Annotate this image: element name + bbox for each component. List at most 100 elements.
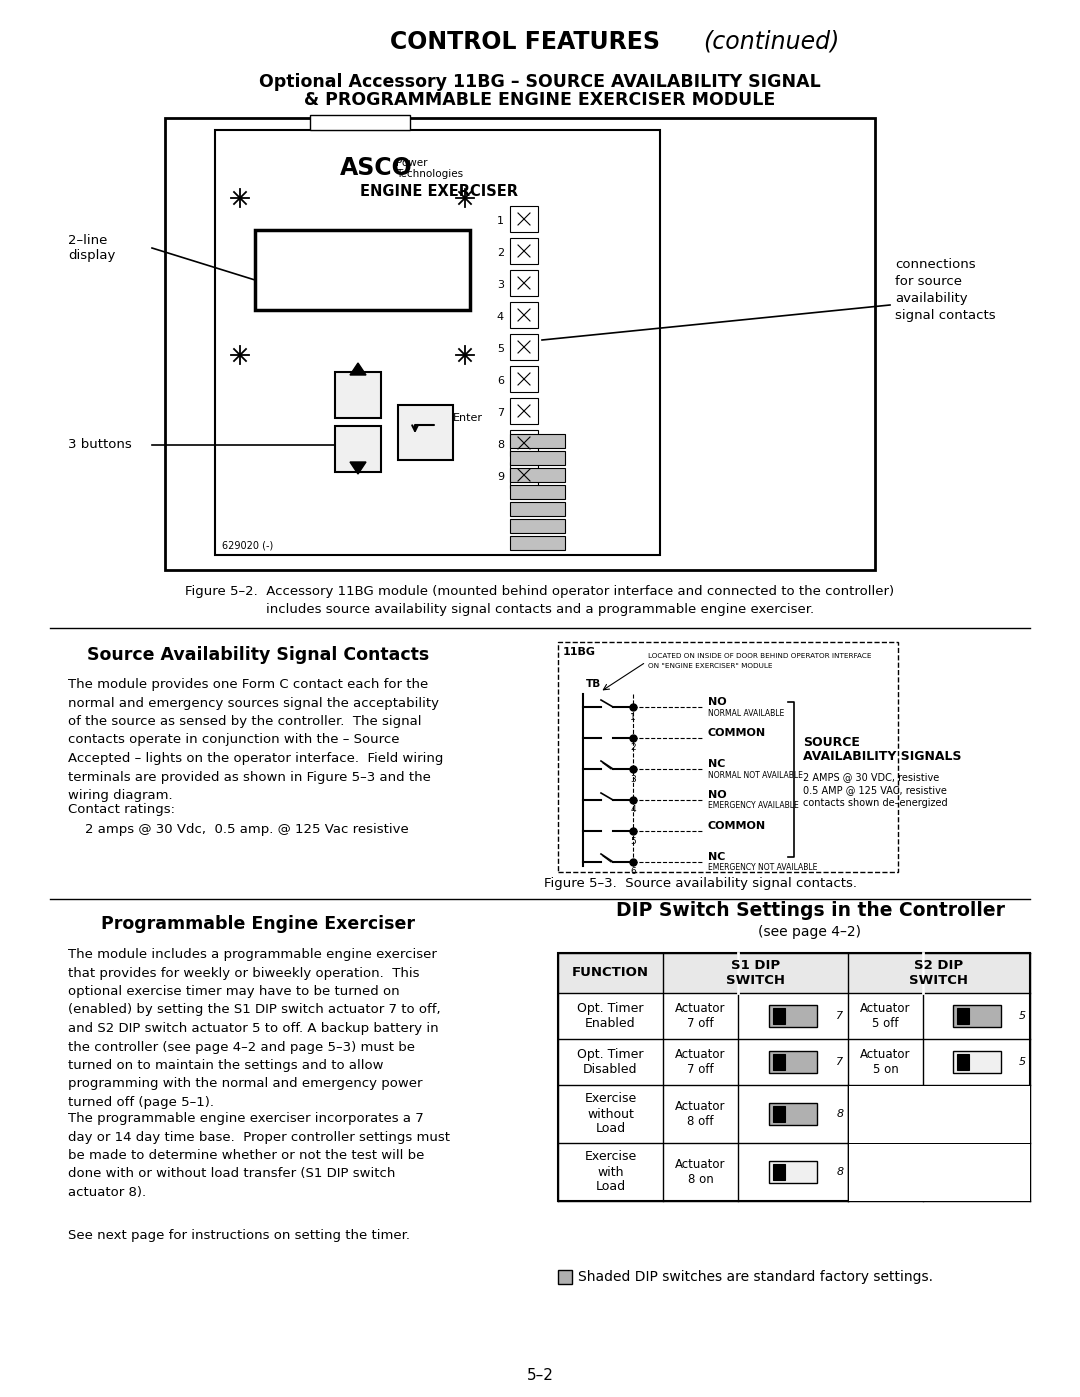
Polygon shape bbox=[350, 363, 366, 374]
Bar bbox=[769, 1051, 816, 1073]
Bar bbox=[953, 1004, 1000, 1027]
Bar bbox=[663, 953, 848, 993]
Text: 5: 5 bbox=[1018, 1011, 1026, 1021]
Bar bbox=[849, 1144, 1029, 1200]
Text: S1 DIP
SWITCH: S1 DIP SWITCH bbox=[726, 958, 785, 988]
Text: 8: 8 bbox=[497, 440, 504, 450]
Circle shape bbox=[514, 242, 534, 261]
Bar bbox=[510, 334, 538, 360]
Bar bbox=[510, 520, 565, 534]
Text: Programmable Engine Exerciser: Programmable Engine Exerciser bbox=[102, 915, 415, 933]
Text: NORMAL NOT AVAILABLE: NORMAL NOT AVAILABLE bbox=[708, 771, 802, 780]
Text: Actuator
7 off: Actuator 7 off bbox=[675, 1048, 726, 1076]
Text: NORMAL AVAILABLE: NORMAL AVAILABLE bbox=[708, 708, 784, 718]
Bar bbox=[165, 117, 875, 570]
Text: 4: 4 bbox=[497, 312, 504, 321]
Bar bbox=[510, 451, 565, 465]
Bar bbox=[510, 536, 565, 550]
Circle shape bbox=[514, 465, 534, 485]
Bar bbox=[849, 1085, 1029, 1143]
Text: 7: 7 bbox=[497, 408, 504, 418]
Text: 7: 7 bbox=[836, 1011, 843, 1021]
Text: DIP Switch Settings in the Controller: DIP Switch Settings in the Controller bbox=[616, 901, 1004, 919]
Text: ASCO: ASCO bbox=[340, 156, 413, 180]
Text: includes source availability signal contacts and a programmable engine exerciser: includes source availability signal cont… bbox=[266, 602, 814, 616]
Text: & PROGRAMMABLE ENGINE EXERCISER MODULE: & PROGRAMMABLE ENGINE EXERCISER MODULE bbox=[305, 91, 775, 109]
Bar bbox=[510, 270, 538, 296]
Text: EMERGENCY AVAILABLE: EMERGENCY AVAILABLE bbox=[708, 802, 799, 810]
Text: 7: 7 bbox=[836, 1058, 843, 1067]
Text: Optional Accessory 11BG – SOURCE AVAILABILITY SIGNAL: Optional Accessory 11BG – SOURCE AVAILAB… bbox=[259, 73, 821, 91]
Text: 2 AMPS @ 30 VDC, resistive: 2 AMPS @ 30 VDC, resistive bbox=[804, 773, 940, 782]
Bar bbox=[558, 1270, 572, 1284]
Text: See next page for instructions on setting the timer.: See next page for instructions on settin… bbox=[68, 1228, 410, 1242]
Text: 8: 8 bbox=[836, 1166, 843, 1178]
Text: NO: NO bbox=[708, 697, 727, 707]
Bar bbox=[510, 237, 538, 264]
Text: Technologies: Technologies bbox=[396, 169, 463, 179]
Bar bbox=[773, 1009, 785, 1024]
Text: 3 buttons: 3 buttons bbox=[68, 439, 132, 451]
Circle shape bbox=[514, 369, 534, 388]
Bar bbox=[510, 302, 538, 328]
Text: Actuator
5 off: Actuator 5 off bbox=[861, 1002, 910, 1030]
Text: Actuator
7 off: Actuator 7 off bbox=[675, 1002, 726, 1030]
Text: Figure 5–3.  Source availability signal contacts.: Figure 5–3. Source availability signal c… bbox=[543, 876, 856, 890]
Text: CONTROL FEATURES: CONTROL FEATURES bbox=[390, 29, 669, 54]
Circle shape bbox=[408, 415, 444, 451]
Text: Actuator
8 on: Actuator 8 on bbox=[675, 1158, 726, 1186]
Bar bbox=[558, 643, 897, 872]
Text: Source Availability Signal Contacts: Source Availability Signal Contacts bbox=[86, 645, 429, 664]
Text: The module includes a programmable engine exerciser
that provides for weekly or : The module includes a programmable engin… bbox=[68, 949, 441, 1109]
Bar bbox=[558, 953, 1030, 1201]
Text: connections
for source
availability
signal contacts: connections for source availability sign… bbox=[895, 258, 996, 321]
Bar bbox=[399, 405, 453, 460]
Circle shape bbox=[514, 401, 534, 420]
Bar bbox=[957, 1009, 969, 1024]
Bar bbox=[510, 485, 565, 499]
Text: ON "ENGINE EXERCISER" MODULE: ON "ENGINE EXERCISER" MODULE bbox=[648, 664, 772, 669]
Text: ENGINE EXERCISER: ENGINE EXERCISER bbox=[360, 183, 518, 198]
Text: Actuator
8 off: Actuator 8 off bbox=[675, 1099, 726, 1127]
Text: 5: 5 bbox=[1018, 1058, 1026, 1067]
Text: 8: 8 bbox=[836, 1109, 843, 1119]
Text: 629020 (-): 629020 (-) bbox=[222, 541, 273, 550]
Text: LOCATED ON INSIDE OF DOOR BEHIND OPERATOR INTERFACE: LOCATED ON INSIDE OF DOOR BEHIND OPERATO… bbox=[648, 652, 872, 659]
Text: 2 amps @ 30 Vdc,  0.5 amp. @ 125 Vac resistive: 2 amps @ 30 Vdc, 0.5 amp. @ 125 Vac resi… bbox=[68, 823, 408, 835]
Text: 5: 5 bbox=[630, 837, 636, 845]
Text: 0.5 AMP @ 125 VAC, resistive: 0.5 AMP @ 125 VAC, resistive bbox=[804, 785, 947, 795]
Bar bbox=[848, 953, 1030, 993]
Bar bbox=[510, 434, 565, 448]
Text: Opt. Timer
Disabled: Opt. Timer Disabled bbox=[577, 1048, 644, 1076]
Bar bbox=[510, 462, 538, 488]
Bar bbox=[335, 372, 381, 418]
Text: 1: 1 bbox=[630, 712, 636, 721]
Bar bbox=[769, 1161, 816, 1183]
Text: 5–2: 5–2 bbox=[527, 1368, 553, 1383]
Circle shape bbox=[342, 379, 374, 411]
Text: Exercise
without
Load: Exercise without Load bbox=[584, 1092, 636, 1136]
Text: COMMON: COMMON bbox=[708, 728, 766, 738]
Bar bbox=[215, 130, 660, 555]
Text: Actuator
5 on: Actuator 5 on bbox=[861, 1048, 910, 1076]
Text: COMMON: COMMON bbox=[708, 821, 766, 831]
Circle shape bbox=[178, 534, 206, 562]
Bar bbox=[769, 1004, 816, 1027]
Bar bbox=[773, 1106, 785, 1122]
Bar bbox=[773, 1053, 785, 1070]
Circle shape bbox=[514, 210, 534, 229]
Text: 4: 4 bbox=[631, 806, 636, 814]
Text: 9: 9 bbox=[497, 472, 504, 482]
Text: S2 DIP
SWITCH: S2 DIP SWITCH bbox=[909, 958, 969, 988]
Circle shape bbox=[178, 134, 206, 162]
Text: TB: TB bbox=[585, 679, 600, 689]
Text: 5: 5 bbox=[497, 344, 504, 353]
Text: 1: 1 bbox=[497, 217, 504, 226]
Text: contacts shown de–energized: contacts shown de–energized bbox=[804, 798, 947, 807]
Bar bbox=[255, 231, 470, 310]
Text: Power: Power bbox=[396, 158, 428, 168]
Text: Opt. Timer
Enabled: Opt. Timer Enabled bbox=[577, 1002, 644, 1030]
Text: NC: NC bbox=[708, 759, 726, 768]
Bar bbox=[510, 205, 538, 232]
Text: 3: 3 bbox=[497, 279, 504, 291]
